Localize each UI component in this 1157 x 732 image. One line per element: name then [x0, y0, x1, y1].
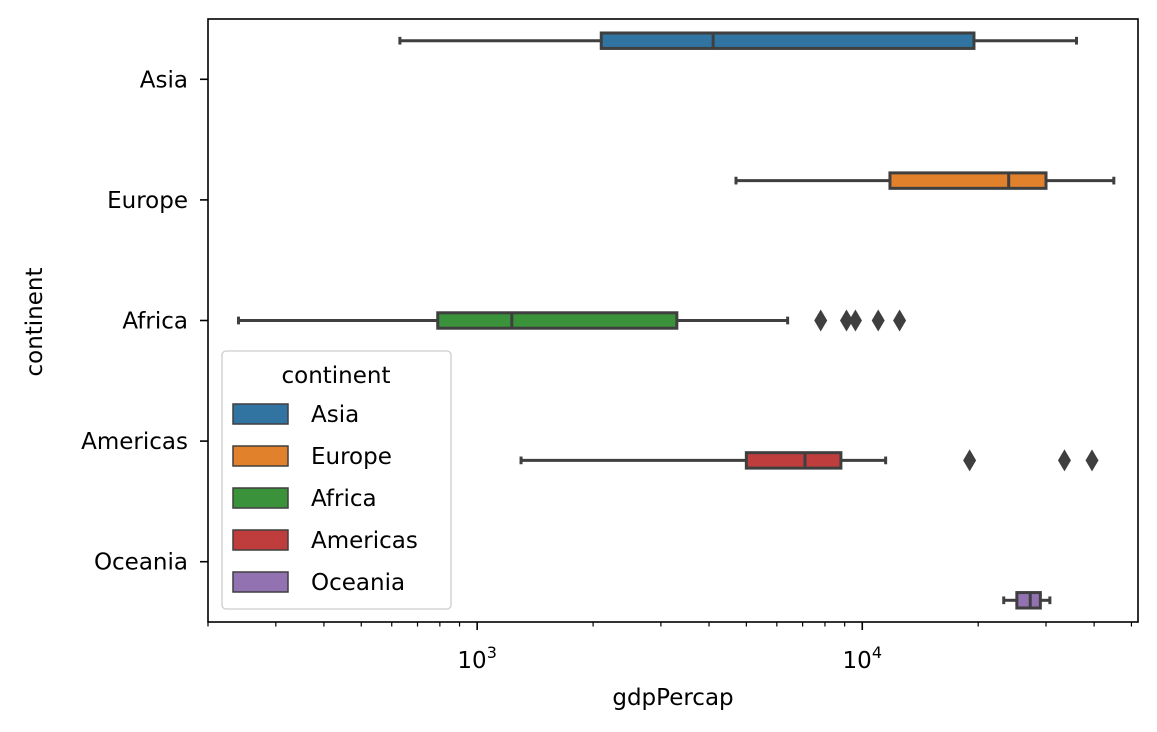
y-tick-label: Asia: [140, 67, 188, 93]
box-groups: [236, 31, 1116, 610]
legend-title: continent: [281, 363, 390, 389]
outlier-point: [871, 309, 885, 332]
legend-label: Americas: [311, 528, 418, 554]
legend-label: Asia: [311, 402, 359, 428]
x-axis-label: gdpPercap: [612, 685, 733, 711]
x-tick-label: 103: [457, 643, 496, 674]
legend-swatch: [232, 403, 289, 425]
outlier-point: [839, 309, 853, 332]
legend: continent Asia Europe Africa Americas Oceani…: [221, 350, 452, 610]
legend-entry-europe: Europe: [232, 444, 392, 470]
iqr-box: [1015, 591, 1042, 610]
box-americas: [519, 449, 1099, 472]
box-africa: [236, 309, 907, 332]
outlier-point: [1085, 449, 1099, 472]
box-asia: [398, 31, 1078, 50]
legend-entries: Asia Europe Africa Americas Oceania: [232, 402, 418, 596]
y-tick-label: Americas: [81, 429, 188, 455]
legend-swatch: [232, 445, 289, 467]
legend-entry-asia: Asia: [232, 402, 359, 428]
outlier-point: [893, 309, 907, 332]
iqr-box: [436, 311, 679, 330]
legend-label: Europe: [311, 444, 392, 470]
legend-label: Oceania: [311, 570, 405, 596]
iqr-box: [744, 451, 843, 470]
y-axis-label: continent: [22, 267, 48, 376]
outlier-point: [963, 449, 977, 472]
y-tick-label: Europe: [107, 188, 188, 214]
outlier-point: [814, 309, 828, 332]
outlier-point: [1057, 449, 1071, 472]
y-tick-label: Africa: [122, 309, 188, 335]
box-oceania: [1002, 591, 1052, 610]
legend-swatch: [232, 487, 289, 509]
iqr-box: [888, 171, 1048, 190]
y-axis-ticks: Asia Europe Africa Americas Oceania: [81, 67, 208, 576]
legend-label: Africa: [311, 486, 377, 512]
x-axis-ticks: 103 104: [207, 622, 1133, 674]
y-tick-label: Oceania: [94, 550, 188, 576]
iqr-box: [599, 31, 976, 50]
legend-entry-oceania: Oceania: [232, 570, 405, 596]
x-tick-label: 104: [843, 643, 882, 674]
legend-entry-africa: Africa: [232, 486, 377, 512]
legend-swatch: [232, 529, 289, 551]
outlier-point: [848, 309, 862, 332]
legend-entry-americas: Americas: [232, 528, 418, 554]
legend-swatch: [232, 571, 289, 593]
box-europe: [734, 171, 1116, 190]
